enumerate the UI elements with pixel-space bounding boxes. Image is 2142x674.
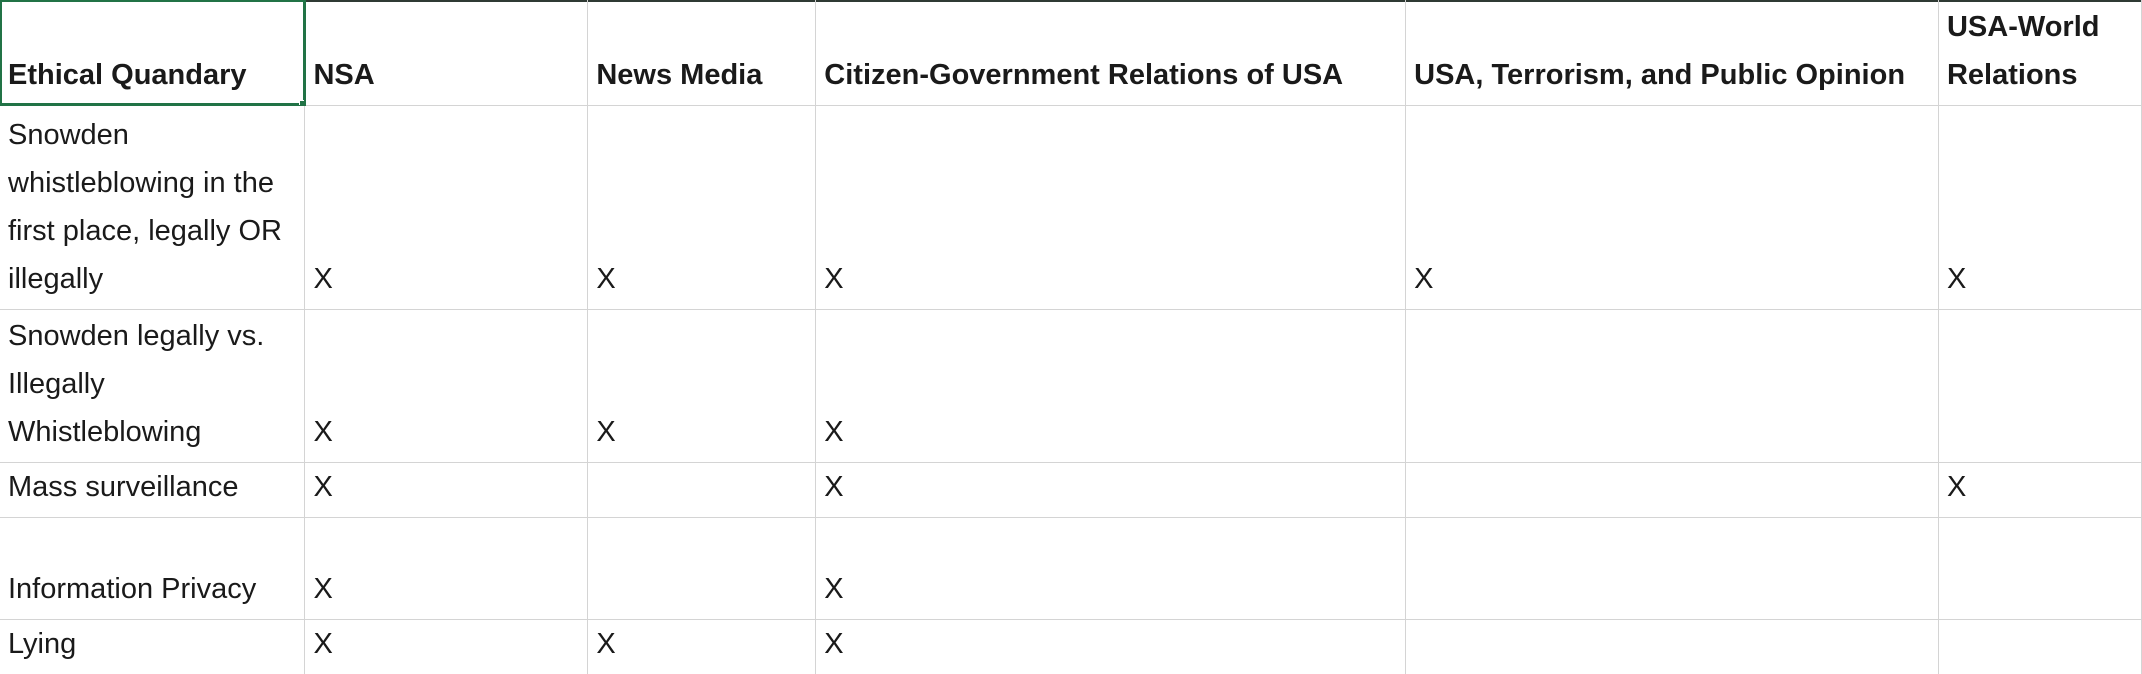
- cell[interactable]: [1405, 517, 1939, 620]
- cell[interactable]: Mass surveillance: [0, 462, 306, 518]
- header-cell-usa-terrorism[interactable]: USA, Terrorism, and Public Opinion: [1405, 0, 1939, 106]
- cell[interactable]: X: [815, 309, 1407, 463]
- cell[interactable]: X: [815, 619, 1407, 674]
- header-row: Ethical Quandary NSA News Media Citizen-…: [0, 0, 2142, 106]
- table-row: Snowden legally vs. Illegally Whistleblo…: [0, 309, 2142, 463]
- header-cell-news-media[interactable]: News Media: [587, 0, 817, 106]
- header-label: Ethical Quandary: [8, 58, 247, 91]
- cell[interactable]: X: [587, 105, 817, 310]
- table-row: Snowden whistleblowing in the first plac…: [0, 105, 2142, 310]
- cell[interactable]: X: [304, 462, 589, 518]
- table-row: Information Privacy X X: [0, 517, 2142, 620]
- header-cell-ethical-quandary[interactable]: Ethical Quandary: [0, 0, 306, 106]
- cell[interactable]: X: [587, 619, 817, 674]
- cell[interactable]: Snowden legally vs. Illegally Whistleblo…: [0, 309, 306, 463]
- cell[interactable]: Information Privacy: [0, 517, 306, 620]
- cell[interactable]: X: [1938, 105, 2142, 310]
- cell[interactable]: X: [304, 309, 589, 463]
- cell[interactable]: X: [1405, 105, 1939, 310]
- cell[interactable]: [587, 462, 817, 518]
- table-row: Lying X X X: [0, 619, 2142, 674]
- cell[interactable]: [1405, 462, 1939, 518]
- header-cell-nsa[interactable]: NSA: [304, 0, 589, 106]
- cell[interactable]: X: [815, 462, 1407, 518]
- header-cell-citizen-government[interactable]: Citizen-Government Relations of USA: [815, 0, 1407, 106]
- table-row: Mass surveillance X X X: [0, 462, 2142, 518]
- cell[interactable]: [1405, 309, 1939, 463]
- header-cell-usa-world[interactable]: USA-World Relations: [1938, 0, 2142, 106]
- cell[interactable]: Snowden whistleblowing in the first plac…: [0, 105, 306, 310]
- cell[interactable]: Lying: [0, 619, 306, 674]
- cell[interactable]: X: [815, 517, 1407, 620]
- cell[interactable]: [1938, 309, 2142, 463]
- cell[interactable]: [1405, 619, 1939, 674]
- cell[interactable]: X: [587, 309, 817, 463]
- cell[interactable]: X: [304, 105, 589, 310]
- cell[interactable]: [1938, 619, 2142, 674]
- fill-handle[interactable]: [299, 99, 304, 104]
- cell[interactable]: X: [1938, 462, 2142, 518]
- cell[interactable]: X: [815, 105, 1407, 310]
- cell[interactable]: [587, 517, 817, 620]
- cell[interactable]: X: [304, 619, 589, 674]
- cell[interactable]: X: [304, 517, 589, 620]
- cell[interactable]: [1938, 517, 2142, 620]
